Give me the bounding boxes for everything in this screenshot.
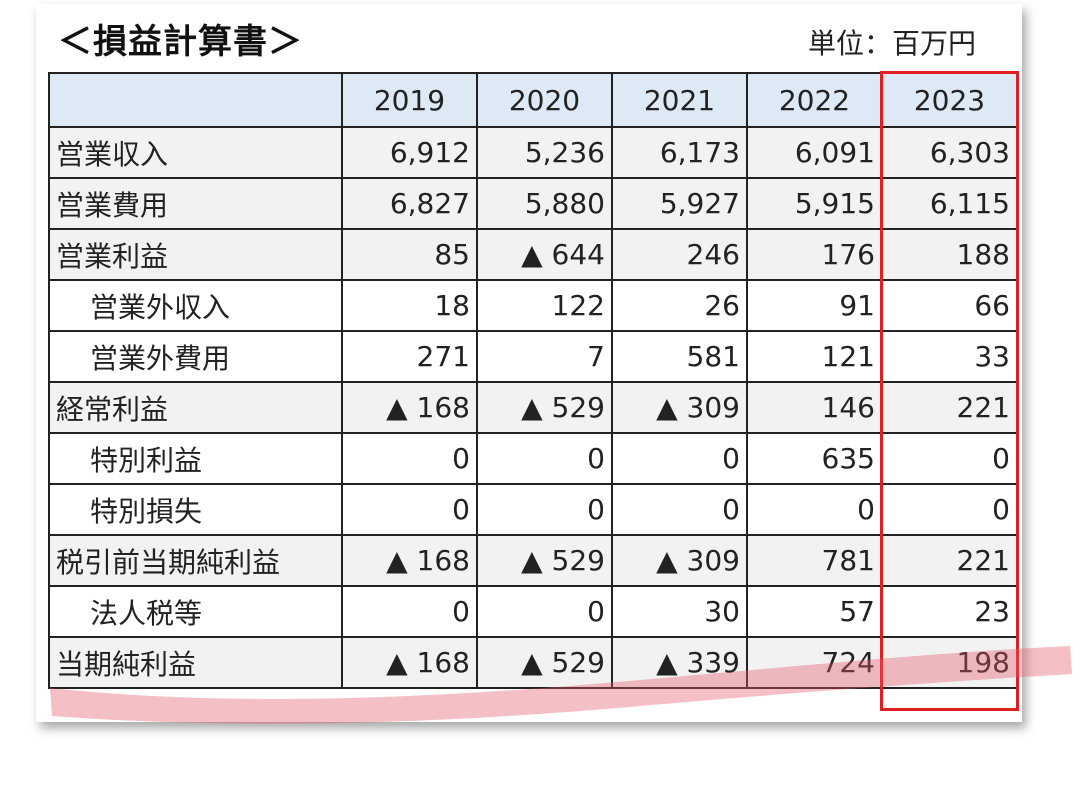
table-row: 営業外収入 18 122 26 91 66 <box>48 279 1018 332</box>
value-cell: 66 <box>881 279 1018 332</box>
value-cell: 121 <box>746 330 883 383</box>
value-cell: 581 <box>611 330 748 383</box>
value-cell: 221 <box>881 381 1018 434</box>
value-cell: 6,912 <box>341 126 478 179</box>
row-label: 営業利益 <box>48 228 343 281</box>
value-cell: 0 <box>746 483 883 536</box>
table-row: 経常利益 ▲ 168 ▲ 529 ▲ 309 146 221 <box>48 381 1018 434</box>
value-cell: ▲ 168 <box>341 636 478 689</box>
value-cell: 23 <box>881 585 1018 638</box>
value-cell: 7 <box>476 330 613 383</box>
row-label: 特別損失 <box>48 483 343 536</box>
year-header: 2023 <box>881 72 1018 128</box>
value-cell: 781 <box>746 534 883 587</box>
value-cell: 6,173 <box>611 126 748 179</box>
value-cell: 724 <box>746 636 883 689</box>
value-cell: ▲ 309 <box>611 534 748 587</box>
table-row: 営業外費用 271 7 581 121 33 <box>48 330 1018 383</box>
value-cell: 6,115 <box>881 177 1018 230</box>
value-cell: 18 <box>341 279 478 332</box>
year-header: 2019 <box>341 72 478 128</box>
year-header: 2021 <box>611 72 748 128</box>
value-cell: 6,827 <box>341 177 478 230</box>
value-cell: 33 <box>881 330 1018 383</box>
value-cell: ▲ 168 <box>341 381 478 434</box>
value-cell: 85 <box>341 228 478 281</box>
value-cell: 0 <box>476 432 613 485</box>
value-cell: 5,236 <box>476 126 613 179</box>
table-row: 営業利益 85 ▲ 644 246 176 188 <box>48 228 1018 281</box>
table-row: 営業費用 6,827 5,880 5,927 5,915 6,115 <box>48 177 1018 230</box>
row-label: 経常利益 <box>48 381 343 434</box>
corner-cell <box>48 72 343 128</box>
value-cell: 26 <box>611 279 748 332</box>
value-cell: 146 <box>746 381 883 434</box>
value-cell: 5,880 <box>476 177 613 230</box>
table-row: 特別損失 0 0 0 0 0 <box>48 483 1018 536</box>
value-cell: 6,303 <box>881 126 1018 179</box>
value-cell: 188 <box>881 228 1018 281</box>
table-row: 営業収入 6,912 5,236 6,173 6,091 6,303 <box>48 126 1018 179</box>
table-row: 税引前当期純利益 ▲ 168 ▲ 529 ▲ 309 781 221 <box>48 534 1018 587</box>
row-label: 当期純利益 <box>48 636 343 689</box>
value-cell: 30 <box>611 585 748 638</box>
row-label: 営業外収入 <box>48 279 343 332</box>
row-label: 営業費用 <box>48 177 343 230</box>
value-cell: ▲ 339 <box>611 636 748 689</box>
page-title: ＜損益計算書＞ <box>58 22 303 62</box>
income-statement-table: 2019 2020 2021 2022 2023 営業収入 6,912 5,236 6… <box>48 72 1018 689</box>
value-cell: 57 <box>746 585 883 638</box>
header-row: 2019 2020 2021 2022 2023 <box>48 72 1018 128</box>
value-cell: 0 <box>341 483 478 536</box>
value-cell: 221 <box>881 534 1018 587</box>
table-row: 特別利益 0 0 0 635 0 <box>48 432 1018 485</box>
value-cell: 122 <box>476 279 613 332</box>
value-cell: 0 <box>476 585 613 638</box>
value-cell: 176 <box>746 228 883 281</box>
table-row: 法人税等 0 0 30 57 23 <box>48 585 1018 638</box>
value-cell: 246 <box>611 228 748 281</box>
row-label: 税引前当期純利益 <box>48 534 343 587</box>
value-cell: 0 <box>611 483 748 536</box>
value-cell: ▲ 168 <box>341 534 478 587</box>
value-cell: 271 <box>341 330 478 383</box>
value-cell: 6,091 <box>746 126 883 179</box>
value-cell: 198 <box>881 636 1018 689</box>
value-cell: ▲ 529 <box>476 534 613 587</box>
value-cell: 0 <box>341 585 478 638</box>
value-cell: 0 <box>881 432 1018 485</box>
value-cell: ▲ 644 <box>476 228 613 281</box>
row-label: 営業外費用 <box>48 330 343 383</box>
value-cell: ▲ 309 <box>611 381 748 434</box>
value-cell: 5,915 <box>746 177 883 230</box>
value-cell: 0 <box>611 432 748 485</box>
row-label: 営業収入 <box>48 126 343 179</box>
value-cell: 635 <box>746 432 883 485</box>
year-header: 2020 <box>476 72 613 128</box>
unit-label: 単位：百万円 <box>807 27 976 60</box>
value-cell: ▲ 529 <box>476 381 613 434</box>
value-cell: ▲ 529 <box>476 636 613 689</box>
row-label: 法人税等 <box>48 585 343 638</box>
value-cell: 0 <box>341 432 478 485</box>
value-cell: 0 <box>881 483 1018 536</box>
value-cell: 91 <box>746 279 883 332</box>
value-cell: 0 <box>476 483 613 536</box>
value-cell: 5,927 <box>611 177 748 230</box>
table-row: 当期純利益 ▲ 168 ▲ 529 ▲ 339 724 198 <box>48 636 1018 689</box>
row-label: 特別利益 <box>48 432 343 485</box>
year-header: 2022 <box>746 72 883 128</box>
